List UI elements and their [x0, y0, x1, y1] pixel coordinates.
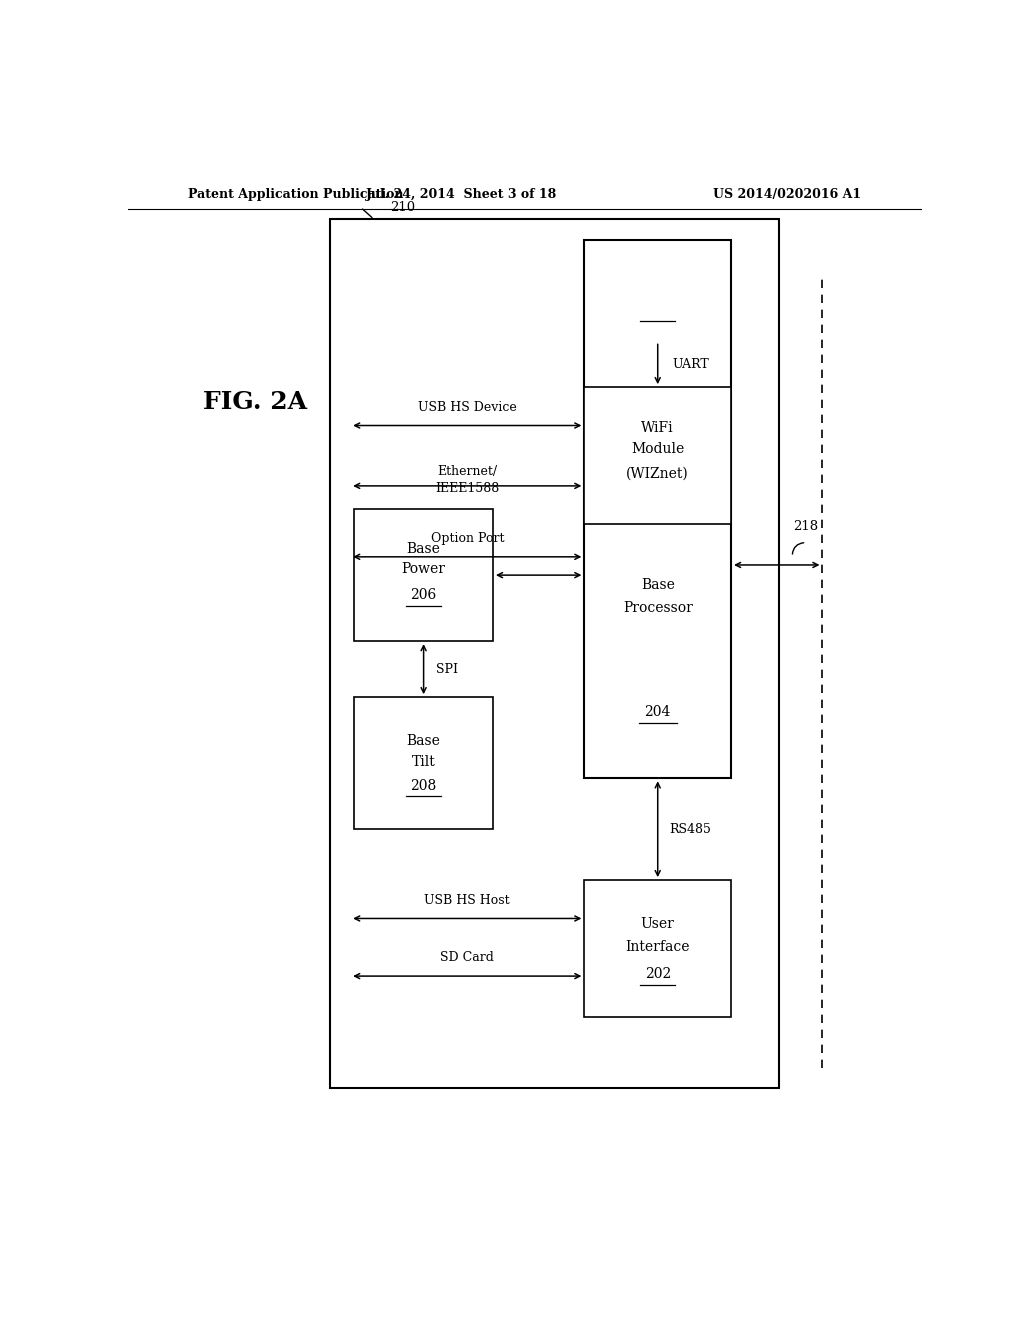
Text: Power: Power [401, 562, 445, 576]
Text: Bluetooth: Bluetooth [624, 260, 692, 273]
Text: SPI: SPI [436, 663, 459, 676]
Text: Patent Application Publication: Patent Application Publication [187, 189, 403, 202]
Text: UART: UART [672, 358, 709, 371]
Text: USB HS Host: USB HS Host [425, 894, 510, 907]
Text: Module: Module [631, 442, 684, 455]
Text: 208: 208 [411, 779, 437, 792]
Text: Jul. 24, 2014  Sheet 3 of 18: Jul. 24, 2014 Sheet 3 of 18 [366, 189, 557, 202]
Bar [585, 880, 731, 1018]
Text: Module: Module [631, 279, 684, 293]
Text: FIG. 2A: FIG. 2A [204, 391, 307, 414]
Bar [331, 219, 778, 1089]
Text: Interface: Interface [626, 940, 690, 953]
Bar [354, 697, 494, 829]
Text: 218: 218 [794, 520, 818, 533]
Bar [585, 240, 731, 779]
Text: WiFi: WiFi [641, 421, 674, 436]
Text: User: User [641, 917, 675, 931]
Text: USB HS Device: USB HS Device [418, 401, 517, 413]
Text: IEEE1588: IEEE1588 [435, 482, 500, 495]
Bar [585, 244, 731, 342]
Text: Option Port: Option Port [430, 532, 504, 545]
Text: SD Card: SD Card [440, 952, 495, 965]
Text: Ethernet/: Ethernet/ [437, 465, 498, 478]
Bar [585, 387, 731, 524]
Text: 232: 232 [644, 305, 671, 318]
Text: Processor: Processor [623, 601, 692, 615]
Text: RS485: RS485 [669, 822, 711, 836]
Text: Base: Base [407, 734, 440, 748]
Text: 206: 206 [411, 589, 437, 602]
Text: (WIZnet): (WIZnet) [627, 467, 689, 480]
Text: 204: 204 [644, 705, 671, 719]
Bar [354, 510, 494, 642]
Text: Base: Base [407, 541, 440, 556]
Text: US 2014/0202016 A1: US 2014/0202016 A1 [713, 189, 861, 202]
Text: Tilt: Tilt [412, 755, 435, 770]
Text: Base: Base [641, 578, 675, 593]
Text: 202: 202 [644, 968, 671, 981]
Text: 210: 210 [390, 201, 415, 214]
